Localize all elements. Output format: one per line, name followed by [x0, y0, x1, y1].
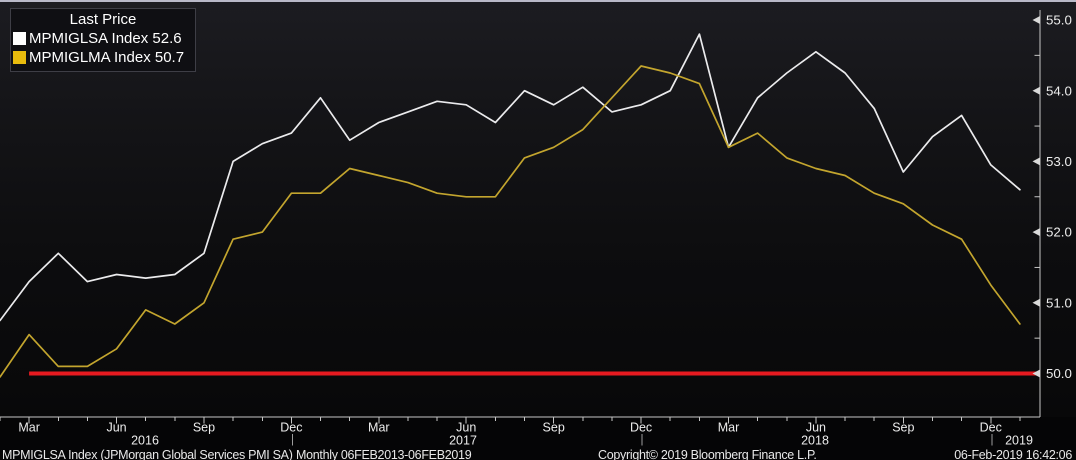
x-year-label: 2018	[801, 434, 829, 448]
x-tick-label: Mar	[18, 421, 40, 435]
series-line-mpmiglma	[0, 65, 1021, 378]
x-tick-label: Mar	[368, 421, 390, 435]
x-tick-label: Sep	[892, 421, 914, 435]
x-tick-label: Sep	[543, 421, 565, 435]
footer-timestamp: 06-Feb-2019 16:42:06	[954, 448, 1072, 460]
y-tick-arrow-icon	[1032, 157, 1040, 166]
x-tick-label: Sep	[193, 421, 215, 435]
y-tick-arrow-icon	[1032, 16, 1040, 24]
x-year-label: 2019	[1005, 434, 1033, 448]
y-tick-label: 55.0	[1046, 13, 1072, 28]
y-tick-arrow-icon	[1032, 298, 1040, 307]
x-tick-label: Jun	[806, 421, 826, 435]
series-line-mpmiglsa	[0, 33, 1021, 322]
legend-item-mpmiglsa[interactable]: MPMIGLSA Index 52.6	[11, 29, 195, 48]
series-layer	[0, 33, 1040, 378]
legend-item-mpmiglma[interactable]: MPMIGLMA Index 50.7	[11, 48, 195, 67]
series-swatch-mpmiglsa	[13, 32, 26, 45]
x-tick-label: Jun	[456, 421, 476, 435]
axes	[0, 10, 1041, 418]
footer-security-description: MPMIGLSA Index (JPMorgan Global Services…	[2, 448, 293, 460]
y-tick-arrow-icon	[1032, 369, 1040, 378]
y-tick-label: 50.0	[1046, 366, 1072, 381]
footer-periodicity: Monthly 06FEB2013-06FEB2019	[296, 448, 472, 460]
series-swatch-mpmiglma	[13, 51, 26, 64]
footer-copyright: Copyright© 2019 Bloomberg Finance L.P.	[598, 448, 817, 460]
x-tick-label: Mar	[718, 421, 740, 435]
x-year-label: 2017	[449, 434, 477, 448]
legend-item-label: MPMIGLSA Index 52.6	[29, 30, 182, 47]
legend-panel: Last Price MPMIGLSA Index 52.6 MPMIGLMA …	[10, 8, 196, 72]
x-tick-label: Jun	[106, 421, 126, 435]
y-tick-label: 53.0	[1046, 154, 1072, 169]
x-year-label: 2016	[131, 434, 159, 448]
legend-title: Last Price	[69, 11, 137, 28]
y-tick-label: 54.0	[1046, 83, 1072, 98]
y-tick-label: 52.0	[1046, 225, 1072, 240]
x-tick-label: Dec	[280, 421, 302, 435]
y-tick-arrow-icon	[1032, 86, 1040, 95]
y-tick-label: 51.0	[1046, 295, 1072, 310]
y-tick-arrow-icon	[1032, 228, 1040, 237]
x-tick-label: Dec	[630, 421, 652, 435]
legend-item-label: MPMIGLMA Index 50.7	[29, 49, 185, 66]
x-tick-label: Dec	[980, 421, 1002, 435]
